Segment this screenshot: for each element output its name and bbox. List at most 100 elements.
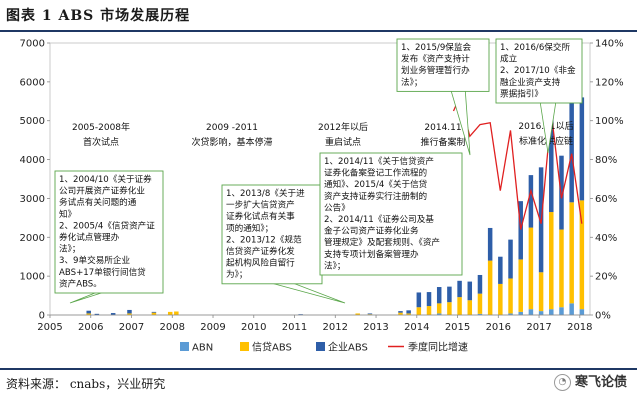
source-note: 资料来源： cnabs，兴业研究 <box>6 377 166 391</box>
callout-line: 1、2015/9保监会 <box>401 41 471 53</box>
bar-credit-abs <box>416 307 422 315</box>
bar-credit-abs <box>174 311 179 315</box>
y-tick-label: 5000 <box>20 116 45 127</box>
callout-line: 管理规定》及配套规则、《资产 <box>324 236 440 248</box>
bar-credit-abs <box>426 306 432 315</box>
bar-credit-abs <box>569 202 574 304</box>
callout-line: 2、2005/4《信贷资产证 <box>59 219 155 231</box>
legend-label: ABN <box>192 343 213 354</box>
x-tick-label: 2018 <box>567 322 592 333</box>
callout-line: 融企业资产支持 <box>500 76 561 88</box>
y-tick-label: 1000 <box>20 272 45 283</box>
callout-line: 1、2014/11《关于信贷资产 <box>324 155 434 167</box>
callout-line: ABS+17单银行间信贷 <box>59 266 146 278</box>
callout-box <box>319 152 463 276</box>
x-tick-label: 2015 <box>445 322 470 333</box>
bar-enterprise-abs <box>518 201 523 260</box>
x-tick-label: 2012 <box>323 322 348 333</box>
bar-enterprise-abs <box>151 311 157 313</box>
y2-tick-label: 80% <box>595 155 617 166</box>
bar-enterprise-abs <box>559 155 564 230</box>
legend-item: 信贷ABS <box>240 341 292 354</box>
callout-line: 3、9单交易所企业 <box>59 254 130 266</box>
bar-abn <box>579 309 585 315</box>
bar-credit-abs <box>467 300 473 315</box>
phase-period-label: 2014.11 <box>424 123 461 133</box>
bar-credit-abs <box>447 302 452 315</box>
y-tick-label: 4000 <box>20 155 45 166</box>
x-tick-label: 2010 <box>241 322 266 333</box>
bar-abn <box>518 311 523 315</box>
bar-enterprise-abs <box>487 227 493 261</box>
bar-enterprise-abs <box>398 311 403 313</box>
callout-line: 1、2013/8《关于进 <box>226 187 305 199</box>
x-tick-label: 2017 <box>526 322 551 333</box>
bar-enterprise-abs <box>86 310 91 314</box>
bar-credit-abs <box>398 312 403 315</box>
callout-line: 划业务管理暂行办 <box>401 64 470 76</box>
callout-line: 发布《资产支持计 <box>401 53 470 65</box>
callout-line: 证券化备案登记工作流程的 <box>324 167 427 179</box>
callout-line: 法》； <box>59 243 80 255</box>
callout-line: 一步扩大信贷资产 <box>226 199 295 211</box>
legend-item: 企业ABS <box>316 341 368 354</box>
callout-line: 法》； <box>401 76 422 88</box>
y2-tick-label: 0% <box>595 311 611 322</box>
legend-label: 季度同比增速 <box>408 341 468 354</box>
bar-abn <box>538 311 544 315</box>
bar-enterprise-abs <box>367 313 373 315</box>
callout-line: 1、2016/6保交所 <box>500 41 570 53</box>
callout-line: 务试点有关问题的通 <box>59 196 137 208</box>
callout-line: 通知》、2015/4《关于信贷 <box>324 178 428 190</box>
y-tick-label: 0 <box>39 311 45 322</box>
bar-credit-abs <box>559 229 564 308</box>
bar-enterprise-abs <box>110 313 116 315</box>
callout-box <box>221 184 323 285</box>
top-rule <box>0 30 637 32</box>
bar-enterprise-abs <box>94 313 100 315</box>
y-tick-label: 6000 <box>20 77 45 88</box>
x-tick-label: 2016 <box>486 322 511 333</box>
callout-line: 票据指引》 <box>500 87 543 99</box>
bar-credit-abs <box>518 259 523 312</box>
callout-layer: 1、2004/10《关于证券公司开展资产证券化业务试点有关问题的通知》2、200… <box>54 38 583 304</box>
bar-enterprise-abs <box>467 281 473 301</box>
bar-credit-abs <box>127 313 132 315</box>
wechat-icon: ◔ <box>553 374 571 391</box>
callout-line: 成立 <box>500 53 518 65</box>
callout-line: 资产ABS。 <box>59 277 102 289</box>
y-tick-label: 7000 <box>20 39 45 50</box>
callout-line: 2、2017/10《非金 <box>500 64 576 76</box>
callout-line: 2、2014/11《证券公司及基 <box>324 213 434 225</box>
bar-abn <box>528 309 534 315</box>
bar-credit-abs <box>151 312 157 315</box>
callout-line: 券化试点管理办 <box>59 231 120 243</box>
bar-enterprise-abs <box>477 274 483 294</box>
y2-tick-label: 100% <box>595 116 624 127</box>
legend-swatch <box>180 342 189 351</box>
policy-callout: 1、2013/8《关于进一步扩大信贷资产证券化试点有关事项的通知》；2、2013… <box>221 184 346 304</box>
bar-credit-abs <box>579 200 585 310</box>
bar-enterprise-abs <box>508 239 513 279</box>
phase-period-label: 2012年以后 <box>318 121 368 133</box>
callout-line: 2、2013/12《规范 <box>226 233 302 245</box>
phase-period-label: 2009 -2011 <box>206 123 258 133</box>
x-tick-label: 2014 <box>404 322 429 333</box>
bar-abn <box>477 313 483 315</box>
phase-description: 推行备案制 <box>420 136 465 148</box>
callout-line: 信贷资产证券化发 <box>226 245 295 257</box>
callout-line: 知》 <box>59 208 76 220</box>
x-tick-label: 2007 <box>119 322 144 333</box>
bar-credit-abs <box>436 303 442 314</box>
callout-line: 金子公司资产证券化业务 <box>324 225 419 237</box>
bar-abn <box>559 307 564 315</box>
bar-enterprise-abs <box>528 175 534 228</box>
bar-credit-abs <box>457 297 462 315</box>
callout-box <box>396 38 490 92</box>
y2-tick-label: 120% <box>595 77 624 88</box>
bar-credit-abs <box>549 212 554 310</box>
bars-layer <box>86 97 585 315</box>
bar-enterprise-abs <box>436 287 442 304</box>
